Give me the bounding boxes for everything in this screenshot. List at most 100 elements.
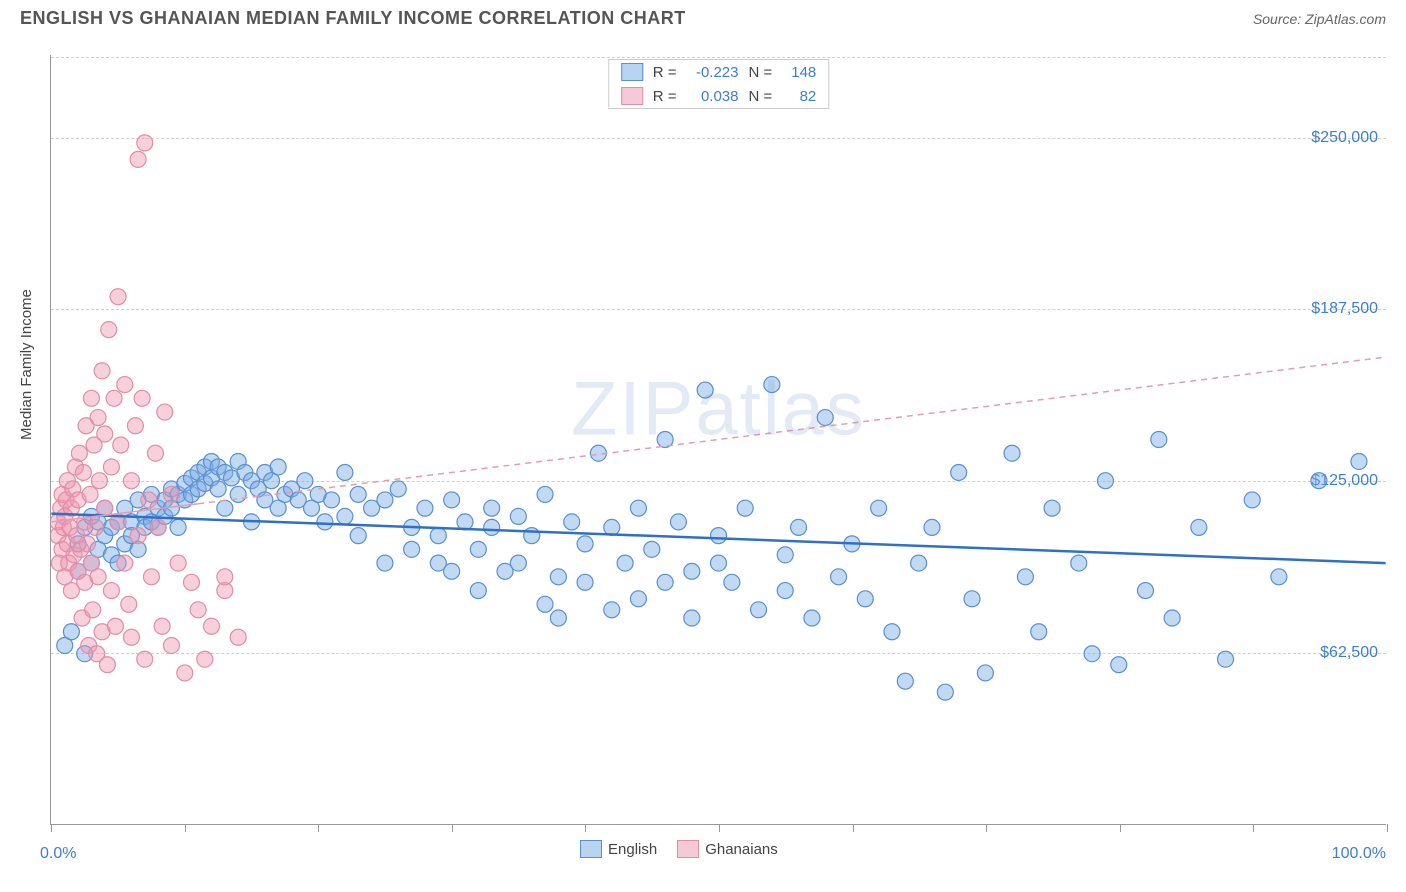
series-legend: English Ghanaians — [580, 840, 778, 858]
data-point — [123, 629, 139, 645]
data-point — [670, 514, 686, 530]
data-point — [103, 583, 119, 599]
legend-row-english: R = -0.223 N = 148 — [609, 60, 829, 84]
data-point — [297, 473, 313, 489]
data-point — [177, 665, 193, 681]
legend-item-english: English — [580, 840, 657, 858]
data-point — [684, 563, 700, 579]
data-point — [964, 591, 980, 607]
data-point — [134, 390, 150, 406]
data-point — [630, 500, 646, 516]
data-point — [884, 624, 900, 640]
data-point — [130, 151, 146, 167]
data-point — [97, 500, 113, 516]
data-point — [143, 569, 159, 585]
data-point — [217, 569, 233, 585]
data-point — [230, 629, 246, 645]
data-point — [350, 528, 366, 544]
data-point — [117, 377, 133, 393]
data-point — [804, 610, 820, 626]
data-point — [163, 637, 179, 653]
data-point — [831, 569, 847, 585]
data-point — [324, 492, 340, 508]
data-point — [71, 445, 87, 461]
r-value-english: -0.223 — [687, 64, 739, 81]
data-point — [170, 555, 186, 571]
data-point — [90, 569, 106, 585]
legend-swatch-icon — [677, 840, 699, 858]
data-point — [1084, 646, 1100, 662]
data-point — [197, 651, 213, 667]
data-point — [83, 390, 99, 406]
x-tick — [719, 824, 720, 832]
data-point — [564, 514, 580, 530]
data-point — [1137, 583, 1153, 599]
data-point — [377, 555, 393, 571]
data-point — [110, 289, 126, 305]
data-point — [1031, 624, 1047, 640]
data-point — [170, 519, 186, 535]
data-point — [537, 596, 553, 612]
data-point — [1244, 492, 1260, 508]
data-point — [924, 519, 940, 535]
data-point — [130, 528, 146, 544]
data-point — [137, 135, 153, 151]
data-point — [85, 602, 101, 618]
chart-plot-area: ZIPatlas R = -0.223 N = 148 R = 0.038 N … — [50, 55, 1386, 825]
data-point — [183, 574, 199, 590]
x-tick — [853, 824, 854, 832]
data-point — [1111, 657, 1127, 673]
data-point — [817, 410, 833, 426]
legend-item-ghanaians: Ghanaians — [677, 840, 778, 858]
data-point — [577, 536, 593, 552]
data-point — [101, 322, 117, 338]
data-point — [97, 426, 113, 442]
data-point — [777, 583, 793, 599]
data-point — [1311, 473, 1327, 489]
x-axis-max-label: 100.0% — [1332, 845, 1386, 863]
x-axis-min-label: 0.0% — [40, 845, 76, 863]
data-point — [977, 665, 993, 681]
data-point — [91, 473, 107, 489]
data-point — [337, 508, 353, 524]
data-point — [791, 519, 807, 535]
legend-swatch-icon — [580, 840, 602, 858]
data-point — [510, 508, 526, 524]
data-point — [107, 618, 123, 634]
x-tick — [51, 824, 52, 832]
data-point — [147, 445, 163, 461]
data-point — [154, 618, 170, 634]
data-point — [430, 528, 446, 544]
data-point — [163, 486, 179, 502]
data-point — [697, 382, 713, 398]
data-point — [113, 437, 129, 453]
data-point — [217, 500, 233, 516]
data-point — [90, 410, 106, 426]
data-point — [106, 390, 122, 406]
data-point — [470, 583, 486, 599]
n-value-english: 148 — [782, 64, 816, 81]
data-point — [141, 492, 157, 508]
data-point — [590, 445, 606, 461]
data-point — [1351, 453, 1367, 469]
chart-title: ENGLISH VS GHANAIAN MEDIAN FAMILY INCOME… — [20, 8, 686, 29]
data-point — [537, 486, 553, 502]
data-point — [1151, 432, 1167, 448]
data-point — [377, 492, 393, 508]
x-tick — [452, 824, 453, 832]
x-tick — [318, 824, 319, 832]
data-point — [844, 536, 860, 552]
data-point — [157, 404, 173, 420]
data-point — [210, 481, 226, 497]
data-point — [117, 555, 133, 571]
data-point — [230, 486, 246, 502]
data-point — [577, 574, 593, 590]
data-point — [857, 591, 873, 607]
data-point — [604, 519, 620, 535]
data-point — [897, 673, 913, 689]
data-point — [604, 602, 620, 618]
data-point — [270, 459, 286, 475]
data-point — [417, 500, 433, 516]
data-point — [404, 519, 420, 535]
y-axis-title: Median Family Income — [18, 289, 35, 440]
